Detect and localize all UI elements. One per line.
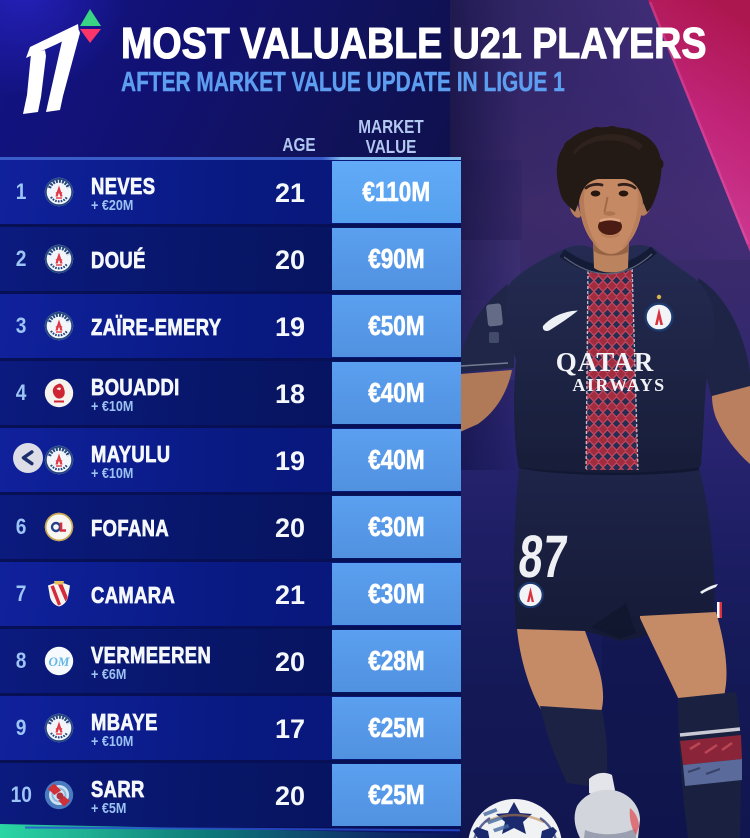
svg-text:87: 87	[516, 524, 571, 590]
svg-text:AIRWAYS: AIRWAYS	[572, 375, 665, 395]
svg-text:QATAR: QATAR	[556, 347, 655, 377]
